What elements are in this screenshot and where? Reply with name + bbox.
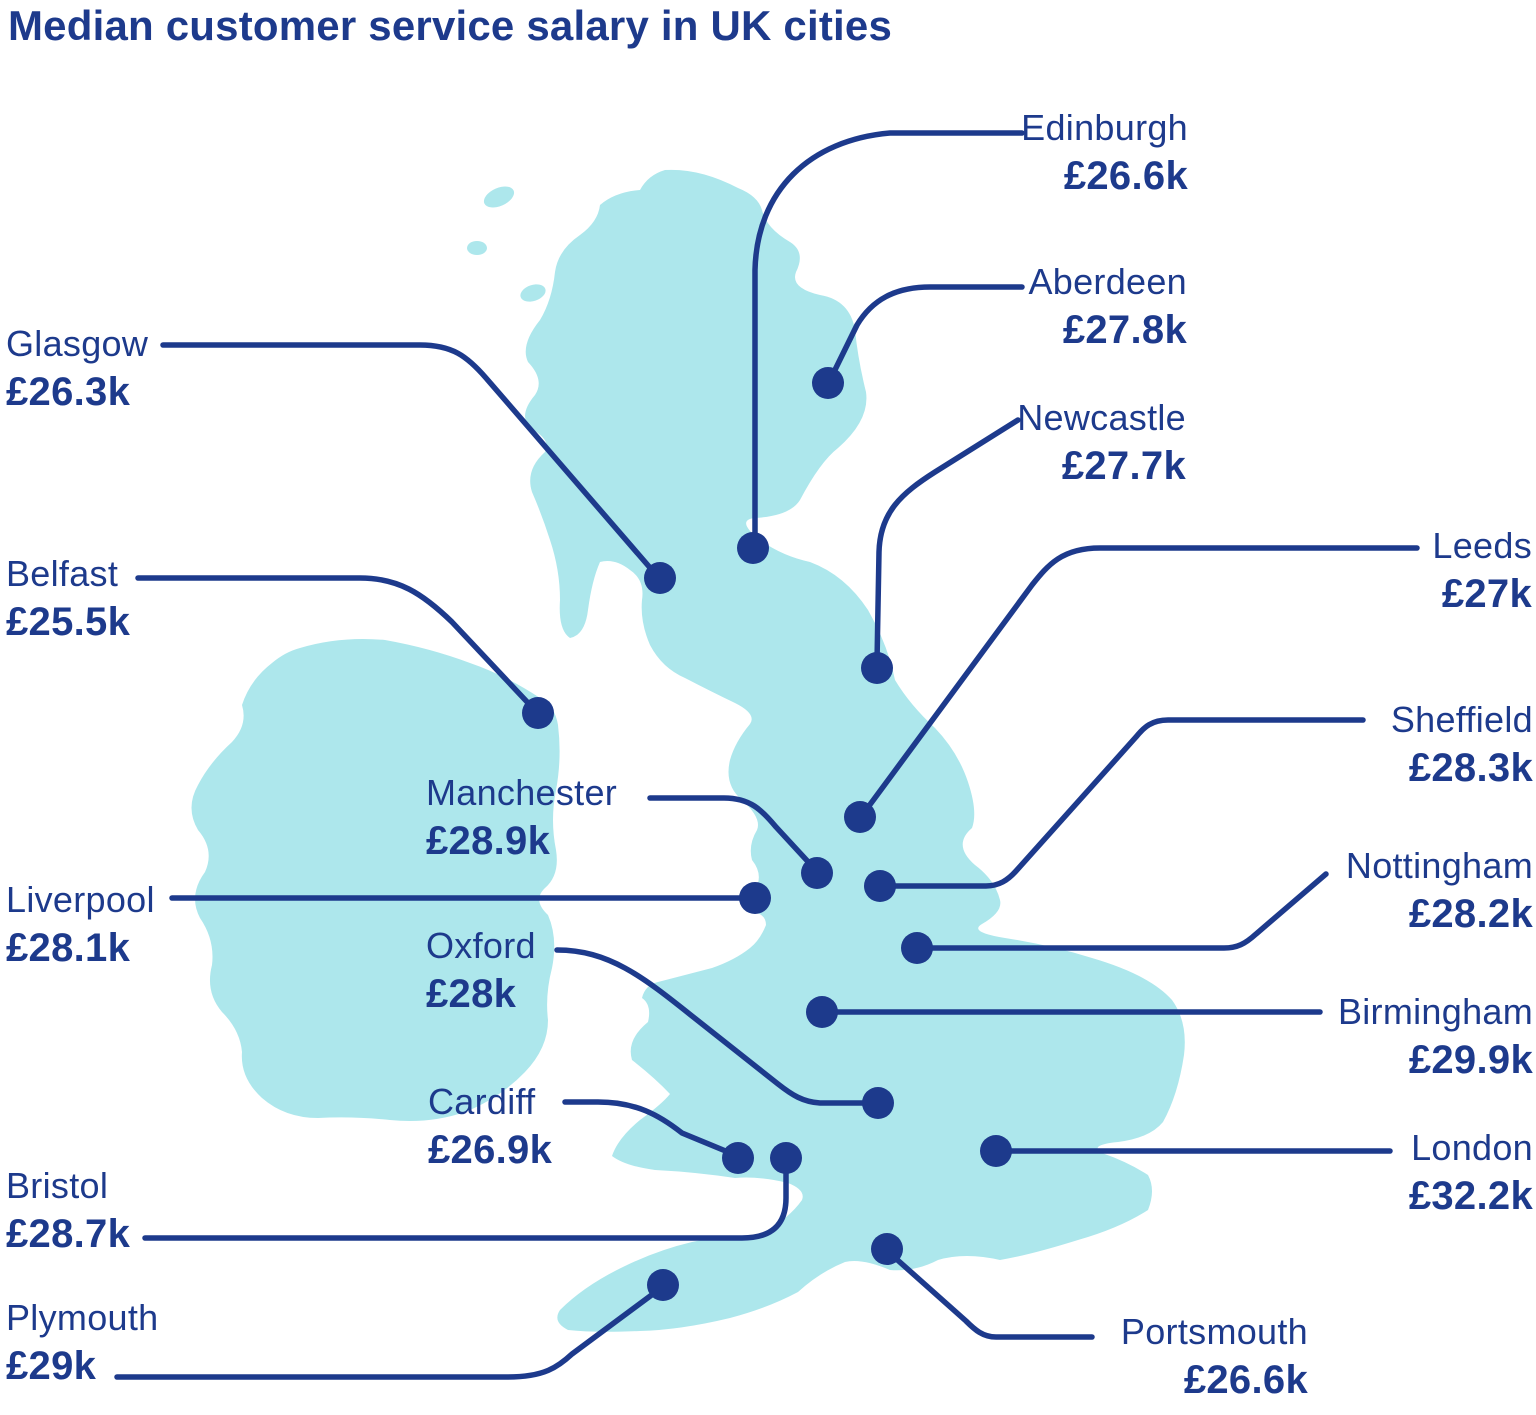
city-salary: £29.9k: [1408, 1038, 1533, 1082]
label-sheffield: Sheffield £28.3k: [1390, 699, 1533, 790]
city-name: London: [1411, 1127, 1533, 1168]
city-name: Nottingham: [1345, 845, 1533, 886]
leader-line-nottingham: [917, 871, 1329, 951]
city-name: Sheffield: [1390, 699, 1533, 740]
label-aberdeen: Aberdeen £27.8k: [1028, 261, 1187, 352]
dot-oxford: [862, 1087, 894, 1119]
page-title: Median customer service salary in UK cit…: [8, 2, 892, 49]
label-manchester: Manchester £28.9k: [426, 772, 618, 863]
city-salary: £26.9k: [428, 1128, 553, 1172]
dot-manchester: [801, 857, 833, 889]
city-salary: £27k: [1441, 572, 1532, 616]
leader-line-aberdeen: [828, 284, 1025, 381]
city-salary: £27.8k: [1062, 308, 1187, 352]
dot-liverpool: [739, 882, 771, 914]
label-newcastle: Newcastle £27.7k: [1017, 397, 1186, 488]
dot-edinburgh: [737, 532, 769, 564]
city-salary: £25.5k: [6, 600, 131, 644]
label-birmingham: Birmingham £29.9k: [1337, 991, 1533, 1082]
dot-glasgow: [644, 562, 676, 594]
city-salary: £29k: [6, 1344, 97, 1388]
city-salary: £28.7k: [6, 1212, 131, 1256]
city-salary: £28k: [426, 972, 517, 1016]
label-belfast: Belfast £25.5k: [6, 553, 131, 644]
leader-line-cardiff: [562, 1099, 731, 1155]
island-blob: [520, 284, 546, 302]
label-bristol: Bristol £28.7k: [6, 1165, 131, 1256]
leader-line-belfast: [135, 575, 533, 708]
leader-line-leeds: [863, 545, 1420, 813]
label-nottingham: Nottingham £28.2k: [1345, 845, 1533, 936]
city-name: Newcastle: [1017, 397, 1186, 438]
dot-birmingham: [806, 996, 838, 1028]
city-salary: £28.9k: [426, 819, 551, 863]
great-britain-landmass: [525, 169, 1185, 1332]
dot-bristol: [770, 1142, 802, 1174]
ireland-landmass: [191, 639, 560, 1121]
city-name: Plymouth: [6, 1297, 159, 1338]
city-salary: £26.6k: [1183, 1358, 1308, 1402]
leader-line-plymouth: [114, 1288, 660, 1380]
leader-line-manchester: [647, 795, 815, 869]
city-salary: £28.2k: [1408, 892, 1533, 936]
leader-line-edinburgh: [752, 130, 1025, 548]
city-name: Edinburgh: [1021, 107, 1188, 148]
city-name: Liverpool: [6, 879, 155, 920]
dot-london: [980, 1135, 1012, 1167]
label-leeds: Leeds £27k: [1432, 525, 1532, 616]
city-name: Portsmouth: [1120, 1311, 1308, 1352]
city-salary: £32.2k: [1408, 1174, 1533, 1218]
leader-line-newcastle: [874, 417, 1021, 665]
dot-leeds: [844, 801, 876, 833]
city-salary: £26.3k: [6, 370, 131, 414]
city-salary: £26.6k: [1063, 154, 1188, 198]
dot-nottingham: [901, 932, 933, 964]
label-plymouth: Plymouth £29k: [6, 1297, 159, 1388]
dot-newcastle: [861, 652, 893, 684]
label-glasgow: Glasgow £26.3k: [6, 323, 149, 414]
city-salary: £27.7k: [1061, 444, 1186, 488]
label-cardiff: Cardiff £26.9k: [428, 1081, 553, 1172]
dot-portsmouth: [871, 1233, 903, 1265]
city-name: Belfast: [6, 553, 119, 594]
label-london: London £32.2k: [1408, 1127, 1533, 1218]
label-edinburgh: Edinburgh £26.6k: [1021, 107, 1188, 198]
city-name: Aberdeen: [1028, 261, 1187, 302]
leader-line-bristol: [142, 1159, 789, 1241]
city-name: Leeds: [1432, 525, 1532, 566]
island-blob: [467, 241, 487, 255]
dot-belfast: [522, 697, 554, 729]
dot-sheffield: [864, 870, 896, 902]
label-portsmouth: Portsmouth £26.6k: [1120, 1311, 1308, 1402]
city-name: Glasgow: [6, 323, 149, 364]
city-name: Cardiff: [428, 1081, 536, 1122]
label-oxford: Oxford £28k: [426, 925, 536, 1016]
city-name: Manchester: [426, 772, 618, 813]
leader-line-portsmouth: [890, 1253, 1095, 1340]
city-name: Bristol: [6, 1165, 109, 1206]
leader-line-sheffield: [881, 717, 1366, 889]
label-liverpool: Liverpool £28.1k: [6, 879, 155, 970]
dot-plymouth: [647, 1269, 679, 1301]
leader-line-oxford: [554, 947, 877, 1106]
city-salary: £28.3k: [1408, 746, 1533, 790]
leader-line-glasgow: [160, 342, 655, 573]
city-name: Oxford: [426, 925, 536, 966]
city-name: Birmingham: [1337, 991, 1533, 1032]
city-salary: £28.1k: [6, 926, 131, 970]
island-blob: [483, 186, 515, 208]
dot-cardiff: [722, 1142, 754, 1174]
dot-aberdeen: [812, 367, 844, 399]
